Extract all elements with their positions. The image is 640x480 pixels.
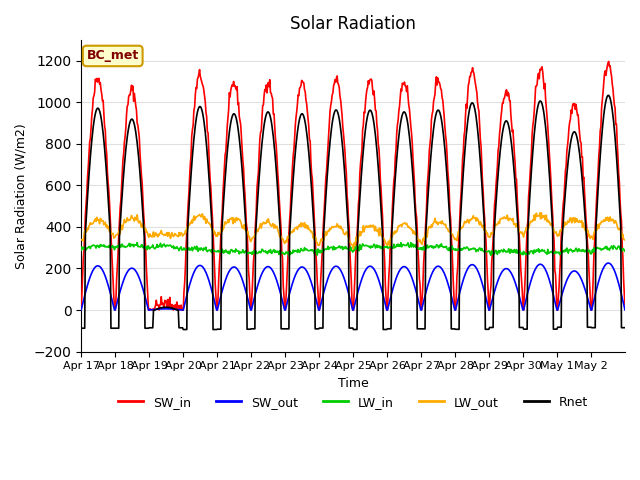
SW_out (409, 278, 417, 284)
LW_out (538, 210, 545, 216)
LW_out (241, 227, 249, 232)
X-axis label: Time: Time (338, 377, 369, 390)
Line: LW_in: LW_in (81, 242, 625, 256)
LW_in (77, 247, 85, 253)
SW_out (621, 307, 629, 313)
SW_out (141, 293, 149, 299)
Line: Rnet: Rnet (81, 96, 625, 330)
SW_out (440, 269, 447, 275)
SW_in (440, 105, 447, 111)
SW_out (241, 285, 249, 291)
Y-axis label: Solar Radiation (W/m2): Solar Radiation (W/m2) (15, 123, 28, 269)
LW_out (349, 246, 357, 252)
LW_out (289, 229, 296, 235)
LW_in (290, 249, 298, 255)
Rnet (289, 176, 297, 182)
SW_in (409, 156, 417, 161)
SW_in (268, 94, 276, 99)
LW_in (441, 245, 449, 251)
LW_in (133, 240, 141, 245)
Rnet (621, 325, 629, 331)
LW_out (621, 237, 629, 243)
SW_out (604, 260, 612, 266)
SW_in (289, 164, 296, 170)
Text: BC_met: BC_met (86, 49, 139, 62)
SW_out (289, 280, 296, 286)
LW_out (77, 237, 85, 242)
Rnet (141, 325, 149, 331)
Rnet (179, 327, 187, 333)
Legend: SW_in, SW_out, LW_in, LW_out, Rnet: SW_in, SW_out, LW_in, LW_out, Rnet (113, 391, 593, 414)
Line: SW_in: SW_in (81, 61, 625, 310)
Rnet (604, 93, 612, 98)
LW_in (269, 249, 276, 254)
Rnet (242, 220, 250, 226)
LW_out (440, 222, 448, 228)
Rnet (410, 185, 417, 191)
Line: SW_out: SW_out (81, 263, 625, 310)
Title: Solar Radiation: Solar Radiation (290, 15, 416, 33)
SW_in (621, 301, 629, 307)
LW_in (242, 248, 250, 254)
LW_out (268, 223, 276, 229)
SW_out (268, 267, 276, 273)
LW_out (410, 228, 417, 234)
SW_in (77, 307, 85, 313)
LW_in (142, 244, 150, 250)
Rnet (77, 325, 85, 331)
LW_out (141, 228, 149, 233)
Line: LW_out: LW_out (81, 213, 625, 249)
SW_in (141, 235, 149, 240)
LW_in (621, 249, 629, 254)
LW_in (411, 243, 419, 249)
SW_in (241, 191, 249, 197)
SW_out (77, 307, 85, 313)
Rnet (269, 128, 276, 133)
Rnet (440, 139, 448, 145)
SW_in (605, 59, 612, 64)
LW_in (285, 253, 292, 259)
